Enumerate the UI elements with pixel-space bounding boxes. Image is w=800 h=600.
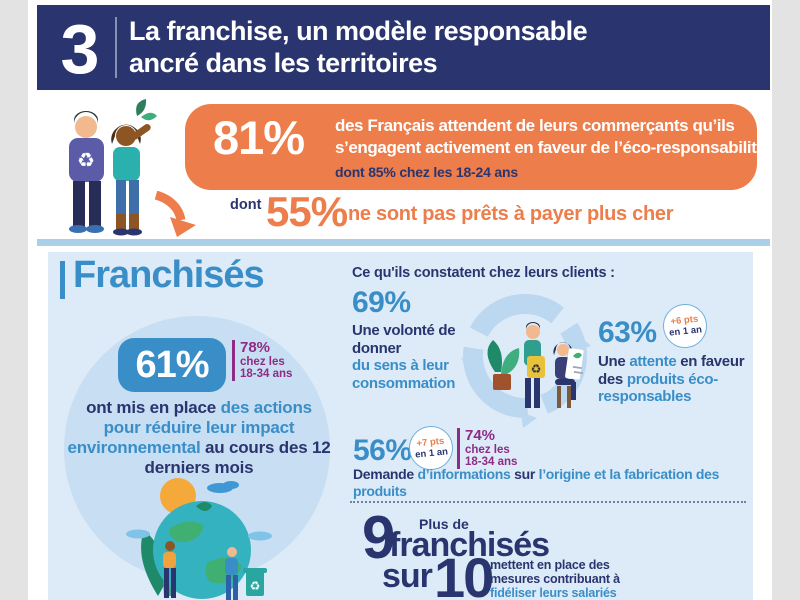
page-title: La franchise, un modèle responsable ancr… <box>129 16 588 80</box>
stat-56-text: Demande d’informations sur l’origine et … <box>353 466 720 499</box>
franchisees-title: Franchisés <box>73 254 265 296</box>
delta-badge-63: +6 pts en 1 an <box>660 301 710 351</box>
loyalty-plus-de: Plus de <box>419 516 469 532</box>
stat-55-value: 55% <box>266 188 348 235</box>
stat-69-text: Une volonté de donner du sens à leur con… <box>352 322 456 393</box>
stat-74-value: 74% <box>465 427 496 444</box>
stat-81-text: des Français attendent de leurs commerça… <box>335 116 766 157</box>
header-divider <box>115 17 117 78</box>
leaf-icon <box>136 99 147 116</box>
loyalty-text: mettent en place des mesures contribuant… <box>490 558 620 600</box>
couple-illustration: ♻ <box>69 99 157 236</box>
stat-55-text: ne sont pas prêts à payer plus cher <box>348 203 674 225</box>
recycle-icon: ♻ <box>77 150 95 172</box>
recycle-bin-icon <box>246 572 264 596</box>
stat-56-value: 56% <box>353 434 412 467</box>
loyalty-sur: sur <box>382 557 433 595</box>
title-accent-bar <box>60 261 65 299</box>
section-divider <box>37 239 770 246</box>
recycle-icon: ♻ <box>531 362 542 376</box>
loyalty-franchises: franchisés <box>389 526 550 564</box>
clients-heading: Ce qu'ils constatent chez leurs clients … <box>352 265 615 281</box>
delta-badge-56: +7 pts en 1 an <box>406 423 456 473</box>
page-title-line2: ancré dans les territoires <box>129 47 438 78</box>
svg-text:♻: ♻ <box>250 579 261 593</box>
stat-69-value: 69% <box>352 286 411 319</box>
dotted-separator <box>350 501 746 503</box>
recycle-ring-illustration: ♻ <box>461 294 591 428</box>
stat-61-box: 61% <box>118 338 226 392</box>
franchisees-panel: Franchisés 61% 78% chez les 18-34 ans on… <box>48 252 753 600</box>
stat-85-note: dont 85% chez les 18-24 ans <box>335 164 518 180</box>
header-banner: 3 La franchise, un modèle responsable an… <box>37 5 770 90</box>
stat-74-sub: 74% chez les 18-34 ans <box>457 427 517 470</box>
loyalty-nine: 9 <box>362 504 396 571</box>
infographic-page: 3 La franchise, un modèle responsable an… <box>28 0 772 600</box>
stat-78-value: 78% <box>240 339 271 356</box>
arrow-down-icon <box>154 191 196 237</box>
stat-81-value: 81% <box>213 111 305 164</box>
stat-63-text: Une attente en faveur des produits éco-r… <box>598 353 745 406</box>
loyalty-ten: 10 <box>434 546 494 600</box>
stat-banner-81: 81% des Français attendent de leurs comm… <box>185 104 766 190</box>
stat-78-sub: 78% chez les 18-34 ans <box>232 339 292 382</box>
pay-prefix: dont <box>230 197 262 213</box>
stat-63-value: 63% <box>598 316 657 349</box>
page-title-line1: La franchise, un modèle responsable <box>129 16 588 46</box>
plant-leaves <box>141 530 166 596</box>
section-number: 3 <box>60 10 100 88</box>
earth-illustration: ♻ <box>126 478 272 600</box>
stat-61-description: ont mis en place des actions pour réduir… <box>67 398 331 478</box>
